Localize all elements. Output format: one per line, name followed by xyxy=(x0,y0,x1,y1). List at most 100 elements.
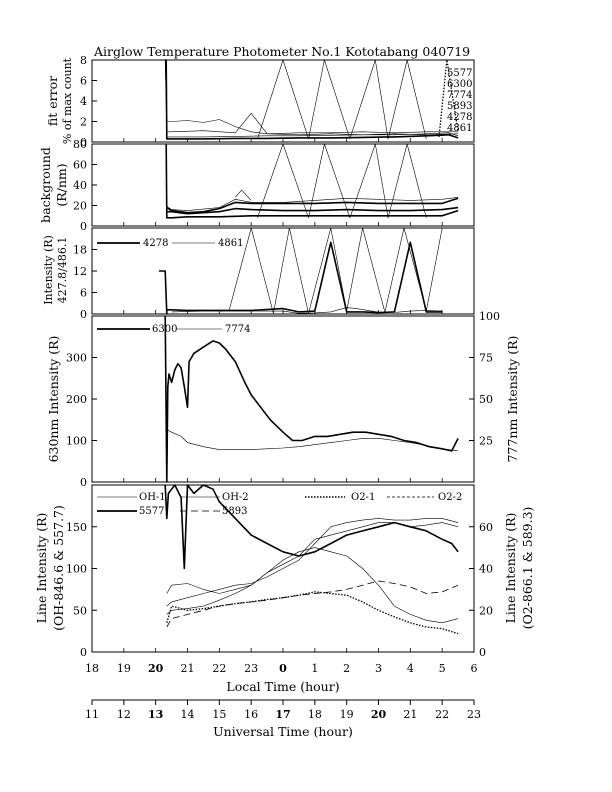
series-group xyxy=(164,315,459,483)
y-tick-label: 60 xyxy=(73,159,87,172)
series-line-1-4 xyxy=(235,189,252,201)
x-tick-label: 11 xyxy=(85,708,99,721)
red-line-panel: 630nm Intensity (R) 777nm Intensity (R) … xyxy=(46,310,520,489)
y-ticks-right: 25 50 75 100 xyxy=(469,310,500,448)
panel-ylabel-right-1: Line Intensity (R) xyxy=(503,513,518,624)
legend-5893: 5893 xyxy=(447,101,472,112)
x-tick-label: 20 xyxy=(148,662,164,675)
series-line-0-4 xyxy=(257,59,427,140)
y-tick-label-right: 100 xyxy=(479,310,500,323)
x-tick-label: 21 xyxy=(181,662,195,675)
series-line-5577 xyxy=(164,484,459,570)
y-tick-label: 80 xyxy=(73,138,87,151)
y-tick-label: 0 xyxy=(80,476,87,489)
y-tick-label: 12 xyxy=(73,265,87,278)
y-tick-label: 150 xyxy=(66,521,87,534)
x-tick-label: 17 xyxy=(275,708,290,721)
panel-ylabel-left: 630nm Intensity (R) xyxy=(46,336,61,463)
x-tick-label: 23 xyxy=(244,662,258,675)
legend-5893: 5893 xyxy=(222,506,247,517)
legend-6300: 6300 xyxy=(152,324,177,335)
x-ticks: 18 19 20 21 22 23 0 1 2 3 4 5 6 xyxy=(85,662,478,675)
y-tick-label: 100 xyxy=(66,435,87,448)
y-tick-label: 40 xyxy=(73,179,87,192)
panel-frame xyxy=(91,143,475,227)
x-tick-label: 19 xyxy=(117,662,131,675)
x-tick-label: 3 xyxy=(375,662,382,675)
y-tick-label: 200 xyxy=(66,393,87,406)
x-tick-label: 19 xyxy=(340,708,354,721)
x-tick-label: 18 xyxy=(308,708,322,721)
x-tick-label: 6 xyxy=(471,662,478,675)
series-line-7774 xyxy=(167,429,459,452)
x-tick-label: 4 xyxy=(407,662,414,675)
series-line-oh-2 xyxy=(166,522,459,594)
x-tick-label: 5 xyxy=(439,662,446,675)
y-tick-label: 0 xyxy=(80,646,87,659)
y-tick-label: 0 xyxy=(80,220,87,233)
y-tick-label-right: 25 xyxy=(479,435,493,448)
legend-4278: 4278 xyxy=(143,238,168,249)
y-tick-label: 0 xyxy=(80,308,87,321)
panel-ylabel-1: Intensity (R) xyxy=(42,235,55,305)
x-tick-label: 20 xyxy=(371,708,387,721)
legend-oh2: OH-2 xyxy=(222,492,249,503)
panel-ylabel-right: 777nm Intensity (R) xyxy=(505,336,520,463)
series-line-6300 xyxy=(164,315,459,483)
y-ticks: 0 20 40 60 80 xyxy=(73,138,475,233)
y-tick-label: 2 xyxy=(80,116,87,129)
panel-ylabel-1: fit error xyxy=(45,76,60,126)
x-tick-label: 1 xyxy=(311,662,318,675)
series-line-o2-1 xyxy=(166,591,459,635)
panel-ylabel-1: background xyxy=(38,147,53,223)
y-tick-label: 300 xyxy=(66,352,87,365)
x-tick-label: 15 xyxy=(212,708,226,721)
y-tick-label: 6 xyxy=(80,75,87,88)
y-ticks: 0 6 12 18 xyxy=(73,244,475,321)
legend-7774: 7774 xyxy=(225,324,250,335)
legend-4861: 4861 xyxy=(447,123,472,134)
series-group xyxy=(158,227,443,315)
legend-o21: O2-1 xyxy=(351,492,375,503)
panel-ylabel-2: % of max count xyxy=(61,57,74,144)
y-tick-label-right: 75 xyxy=(479,352,493,365)
series-line-0-0 xyxy=(165,59,459,140)
n2-emission-panel: Intensity (R) 427.8/486.1 0 6 12 18 4278 48… xyxy=(42,227,475,321)
x-axis-label-ut: Universal Time (hour) xyxy=(213,724,353,739)
x-tick-label: 13 xyxy=(148,708,163,721)
panel-ylabel-2: 427.8/486.1 xyxy=(56,237,69,304)
panel-frame xyxy=(91,59,475,143)
x-tick-label: 23 xyxy=(467,708,481,721)
x-axis-local-time: 18 19 20 21 22 23 0 1 2 3 4 5 6 Local Time (hour) xyxy=(85,662,478,694)
y-ticks: 0 2 4 6 8 xyxy=(80,54,475,149)
x-tick-label: 21 xyxy=(403,708,417,721)
panel-ylabel-2: (R/nm) xyxy=(54,163,69,206)
series-line-1-3 xyxy=(166,197,459,211)
x-tick-label: 0 xyxy=(279,662,287,675)
legend-4278: 4278 xyxy=(447,112,472,123)
x-tick-label: 14 xyxy=(181,708,195,721)
series-line-2-2 xyxy=(228,227,443,314)
y-ticks: 0 100 200 300 xyxy=(66,352,475,489)
legend: 5577 6300 7774 5893 4278 4861 xyxy=(447,68,472,134)
y-tick-label-right: 40 xyxy=(479,563,493,576)
y-tick-label: 50 xyxy=(73,604,87,617)
series-line-1-5 xyxy=(257,143,427,219)
y-tick-label: 8 xyxy=(80,54,87,67)
y-tick-label: 0 xyxy=(80,136,87,149)
series-group xyxy=(164,59,459,140)
series-line-1-1 xyxy=(166,206,459,215)
figure-title: Airglow Temperature Photometer No.1 Koto… xyxy=(93,44,470,59)
background-panel: background (R/nm) 0 20 40 60 80 xyxy=(38,138,475,233)
series-line-2-1 xyxy=(171,307,443,314)
x-tick-label: 22 xyxy=(212,662,226,675)
y-tick-label-right: 20 xyxy=(479,604,493,617)
legend-5577: 5577 xyxy=(139,506,164,517)
series-line-o2-2 xyxy=(166,580,459,628)
series-group xyxy=(165,143,459,219)
x-tick-label: 16 xyxy=(244,708,258,721)
x-tick-label: 12 xyxy=(117,708,131,721)
x-ticks: 11 12 13 14 15 16 17 18 19 20 21 22 23 xyxy=(85,700,481,721)
x-axis-universal-time: 11 12 13 14 15 16 17 18 19 20 21 22 23 Universal Tim… xyxy=(85,699,481,739)
legend: 6300 7774 xyxy=(97,324,250,335)
